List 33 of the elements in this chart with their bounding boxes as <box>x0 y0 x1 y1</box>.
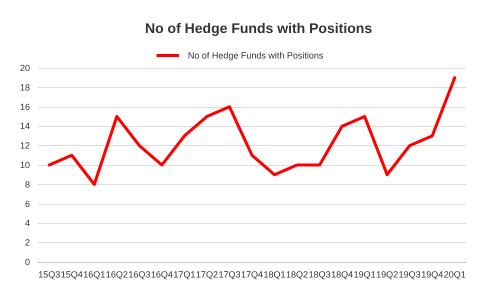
y-tick-label: 0 <box>24 257 30 267</box>
legend-label: No of Hedge Funds with Positions <box>188 50 324 60</box>
x-tick-label: 16Q3 <box>128 270 150 280</box>
x-tick-label: 17Q4 <box>240 270 264 280</box>
x-tick-label: 18Q3 <box>308 270 331 280</box>
x-tick-label: 19Q3 <box>398 270 421 280</box>
x-tick-label: 16Q1 <box>83 270 106 280</box>
x-tick-label: 15Q4 <box>60 270 83 280</box>
y-tick-label: 10 <box>20 160 30 170</box>
x-tick-label: 17Q3 <box>218 270 240 280</box>
chart-title: No of Hedge Funds with Positions <box>145 20 372 36</box>
x-tick-label: 17Q2 <box>196 270 218 280</box>
y-tick-label: 16 <box>20 102 30 112</box>
x-tick-label: 18Q1 <box>264 270 286 280</box>
x-tick-label: 19Q1 <box>354 270 376 280</box>
x-tick-label: 15Q3 <box>38 270 60 280</box>
y-tick-label: 6 <box>24 198 30 209</box>
y-tick-label: 14 <box>20 121 30 132</box>
y-tick-label: 4 <box>24 218 30 228</box>
y-tick-label: 8 <box>24 179 30 190</box>
line-series <box>48 76 456 186</box>
x-tick-label: 16Q4 <box>150 270 173 280</box>
x-tick-label: 17Q1 <box>173 270 196 280</box>
y-tick-label: 20 <box>20 63 30 73</box>
x-tick-label: 18Q2 <box>286 270 308 280</box>
x-tick-label: 18Q4 <box>331 270 354 280</box>
x-tick-label: 19Q4 <box>421 270 444 280</box>
x-tick-label: 20Q1 <box>444 270 466 280</box>
y-tick-label: 2 <box>24 238 30 248</box>
y-tick-label: 18 <box>20 82 30 92</box>
x-tick-label: 16Q2 <box>106 270 128 280</box>
y-tick-label: 12 <box>20 140 30 151</box>
x-tick-label: 19Q2 <box>376 270 398 280</box>
